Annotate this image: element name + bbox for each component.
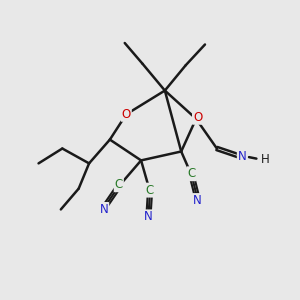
Text: O: O	[193, 111, 202, 124]
Text: N: N	[100, 203, 108, 216]
Text: N: N	[144, 210, 153, 224]
Text: C: C	[115, 178, 123, 191]
Text: H: H	[261, 153, 270, 166]
Text: C: C	[146, 184, 154, 196]
Text: N: N	[193, 194, 202, 207]
Text: O: O	[122, 108, 131, 121]
Text: N: N	[238, 150, 247, 163]
Text: C: C	[188, 167, 196, 180]
